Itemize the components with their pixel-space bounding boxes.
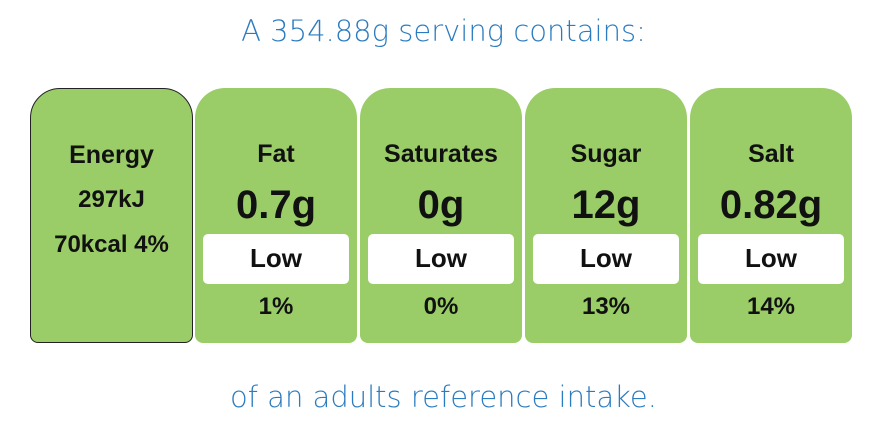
nutrient-name: Salt: [748, 140, 794, 168]
nutrient-name: Saturates: [384, 140, 498, 168]
title: A 354.88g serving contains:: [241, 14, 646, 48]
footer: of an adults reference intake.: [230, 380, 657, 414]
nutrient-level: Low: [745, 243, 797, 273]
nutrient-percent: 14%: [746, 293, 796, 320]
nutrient-amount: 0.82g: [719, 183, 823, 227]
energy-card: Energy 297kJ 70kcal 4%: [30, 88, 193, 343]
energy-kj: 297kJ: [78, 186, 145, 213]
level-box: [698, 234, 844, 284]
nutrient-name: Fat: [257, 140, 295, 168]
nutrient-amount: 0.7g: [235, 183, 317, 227]
nutrient-card: Saturates 0g Low 0%: [360, 88, 522, 343]
nutrient-card: Fat 0.7g Low 1%: [195, 88, 357, 343]
nutrient-percent: 1%: [258, 293, 294, 320]
nutrient-card: Salt 0.82g Low 14%: [690, 88, 852, 343]
nutrient-level: Low: [250, 243, 302, 273]
level-box: [533, 234, 679, 284]
nutrient-amount: 0g: [417, 183, 465, 227]
nutrient-level: Low: [580, 243, 632, 273]
nutrient-level: Low: [415, 243, 467, 273]
nutrient-amount: 12g: [571, 183, 641, 227]
nutrient-name: Sugar: [570, 140, 642, 168]
nutrient-percent: 0%: [423, 293, 459, 320]
nutrient-card: Sugar 12g Low 13%: [525, 88, 687, 343]
level-box: [203, 234, 349, 284]
nutrient-percent: 13%: [581, 293, 631, 320]
energy-kcal: 70kcal 4%: [54, 231, 169, 258]
energy-label: Energy: [69, 141, 154, 169]
level-box: [368, 234, 514, 284]
